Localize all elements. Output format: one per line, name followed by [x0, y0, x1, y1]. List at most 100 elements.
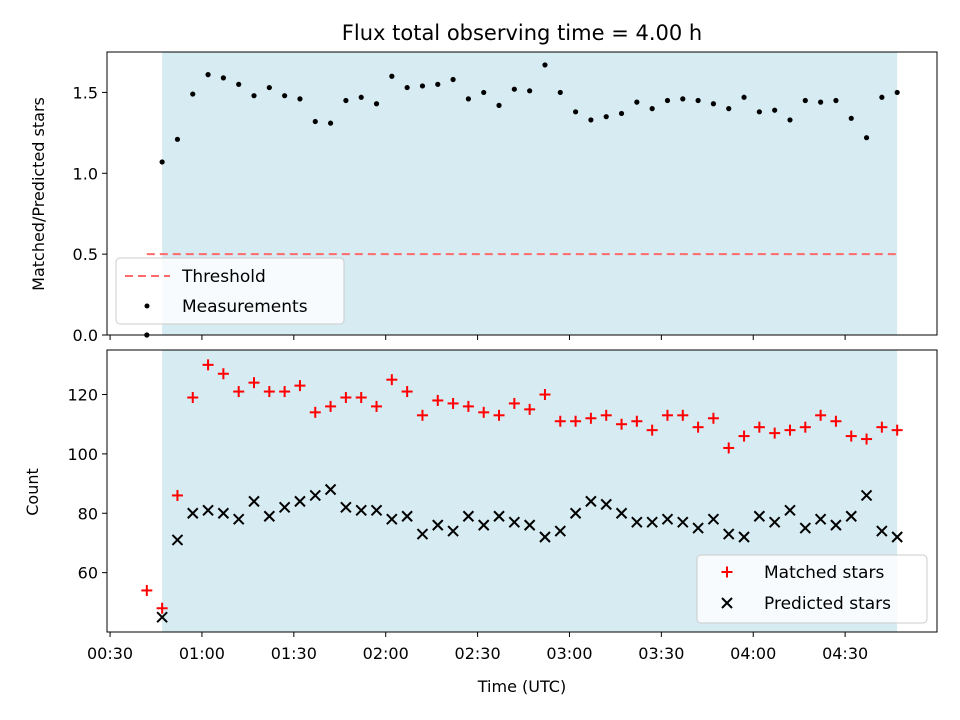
matched-star-point — [478, 406, 490, 418]
matched-star-point — [554, 415, 566, 427]
top-x-ticks — [109, 335, 846, 340]
measurement-point — [802, 97, 808, 104]
measurement-point — [695, 97, 701, 104]
x-tick-label: 02:00 — [363, 644, 409, 663]
predicted-star-point — [539, 531, 551, 543]
measurement-point — [557, 89, 563, 96]
measurement-point — [266, 84, 272, 91]
chart-title: Flux total observing time = 4.00 h — [342, 21, 702, 45]
predicted-star-point — [784, 504, 796, 517]
predicted-star-point — [554, 525, 566, 537]
bottom-legend: Matched stars Predicted stars — [696, 554, 928, 624]
measurement-point — [297, 96, 303, 102]
measurement-point — [726, 106, 732, 112]
legend-predicted-label: Predicted stars — [764, 594, 891, 614]
matched-star-point — [202, 359, 214, 371]
matched-star-point — [325, 400, 337, 412]
matched-star-point — [371, 400, 383, 412]
predicted-star-point — [508, 516, 521, 528]
predicted-star-point — [814, 513, 827, 525]
top-legend: Threshold Measurements — [115, 257, 345, 325]
predicted-star-point — [171, 534, 184, 546]
predicted-star-point — [692, 522, 704, 534]
predicted-star-point — [523, 519, 536, 531]
x-tick-label: 03:00 — [546, 644, 592, 663]
predicted-star-point — [156, 611, 168, 623]
predicted-star-point — [707, 513, 720, 525]
measurement-point — [634, 99, 640, 105]
measurement-point — [787, 117, 793, 123]
measurement-point — [496, 102, 502, 108]
measurement-point — [772, 107, 778, 113]
predicted-star-point — [232, 513, 245, 525]
predicted-star-point — [585, 495, 597, 508]
predicted-star-point — [876, 525, 888, 537]
x-tick-label: 01:00 — [179, 644, 225, 663]
measurement-point — [174, 136, 181, 142]
measurement-point — [205, 72, 211, 78]
matched-star-point — [861, 433, 873, 445]
matched-star-point — [539, 389, 551, 401]
x-tick-label: 03:30 — [638, 644, 684, 663]
y-tick-label: 100 — [67, 445, 98, 464]
predicted-star-point — [799, 522, 812, 534]
bottom-y-ticks: 60 80 100 120 — [67, 386, 107, 583]
measurement-point — [818, 99, 824, 105]
bottom-legend-frame — [696, 554, 928, 624]
measurement-point — [220, 75, 226, 81]
matched-star-point — [217, 368, 229, 380]
legend-predicted-marker — [721, 597, 733, 609]
measurement-point — [312, 118, 318, 125]
measurement-point — [404, 84, 410, 91]
bottom-x-ticks: 00:30 01:00 01:30 02:00 02:30 03:00 03:30 04:00… — [87, 632, 868, 663]
measurement-point — [373, 101, 380, 107]
top-axes-frame — [106, 51, 938, 336]
matched-star-point — [815, 409, 827, 421]
matched-star-point — [401, 386, 413, 398]
measurement-point — [710, 101, 717, 107]
predicted-star-point — [631, 516, 643, 528]
measurement-point — [327, 120, 334, 126]
predicted-star-point — [202, 504, 214, 517]
predicted-star-point — [263, 510, 276, 522]
measurement-point — [603, 114, 609, 120]
matched-star-point — [616, 418, 628, 430]
matched-star-point — [769, 427, 781, 439]
predicted-star-point — [370, 504, 383, 517]
predicted-star-point — [462, 510, 475, 522]
predicted-star-point — [432, 519, 444, 531]
matched-star-point — [340, 391, 352, 403]
matched-star-point — [784, 424, 796, 436]
bottom-y-axis-label: Count — [23, 468, 42, 516]
measurement-point — [863, 135, 870, 141]
matched-star-point — [661, 409, 673, 421]
measurement-point — [481, 89, 487, 96]
matched-star-point — [279, 386, 291, 398]
bottom-predicted-points — [156, 483, 903, 623]
measurement-point — [879, 94, 885, 100]
measurement-point — [756, 109, 762, 115]
predicted-star-point — [738, 531, 750, 543]
matched-star-point — [171, 489, 183, 501]
matched-star-point — [156, 602, 168, 614]
matched-star-point — [493, 409, 505, 421]
matched-star-point — [876, 421, 888, 433]
matched-star-point — [294, 380, 306, 392]
measurement-point — [511, 86, 517, 92]
x-tick-label: 04:30 — [822, 644, 868, 663]
matched-star-point — [723, 442, 735, 454]
top-y-ticks: 0.0 0.5 1.0 1.5 — [73, 83, 107, 345]
measurement-point — [282, 93, 288, 99]
y-tick-label: 60 — [78, 564, 98, 583]
matched-star-point — [432, 394, 444, 406]
legend-matched-marker — [721, 566, 733, 578]
legend-measurements-label: Measurements — [182, 297, 308, 317]
legend-matched-swatch — [721, 566, 733, 578]
predicted-star-point — [248, 495, 260, 508]
matched-star-point — [830, 415, 842, 427]
predicted-star-point — [860, 489, 873, 502]
measurement-point — [741, 94, 747, 100]
top-panel: 0.0 0.5 1.0 1.5 Matched/Predicted stars Thr… — [29, 51, 938, 345]
measurement-point — [572, 109, 579, 115]
